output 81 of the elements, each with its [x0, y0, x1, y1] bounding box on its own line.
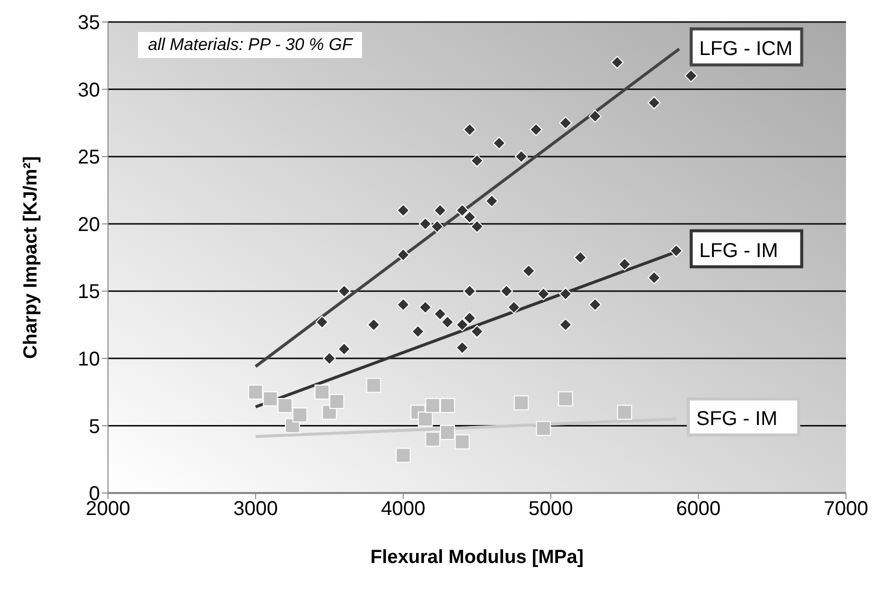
y-tick-label: 35	[78, 12, 100, 34]
point	[514, 395, 529, 410]
point	[396, 298, 410, 312]
x-tick-label: 5000	[528, 498, 574, 520]
point	[470, 325, 484, 338]
point	[485, 194, 498, 208]
point	[530, 123, 543, 136]
point	[314, 384, 330, 400]
point	[470, 220, 484, 234]
series-label: SFG - IM	[696, 408, 778, 430]
y-tick-label: 10	[78, 348, 100, 371]
point	[514, 150, 528, 164]
point	[492, 136, 506, 150]
point	[463, 284, 476, 298]
point	[396, 204, 410, 217]
point	[670, 244, 683, 258]
point	[559, 287, 572, 300]
point	[536, 287, 550, 300]
point	[418, 217, 432, 230]
point	[617, 404, 632, 420]
point	[574, 251, 587, 264]
point	[329, 394, 344, 409]
point	[430, 220, 444, 234]
point	[454, 434, 470, 450]
point	[440, 316, 454, 329]
point	[440, 424, 455, 440]
point	[262, 391, 278, 406]
point	[338, 342, 351, 356]
point	[396, 448, 411, 463]
x-tick-label: 6000	[676, 498, 721, 520]
y-axis-title: Charpy Impact [KJ/m²]	[20, 156, 42, 359]
point	[648, 96, 661, 110]
point	[434, 308, 447, 321]
point	[396, 248, 410, 262]
point	[425, 432, 440, 447]
point	[618, 258, 632, 271]
series-label: LFG - IM	[699, 240, 778, 262]
point	[425, 398, 440, 414]
x-axis-title: Flexural Modulus [MPa]	[370, 547, 584, 568]
point	[338, 284, 351, 298]
point	[536, 420, 551, 436]
point	[684, 69, 698, 82]
x-tick-label: 7000	[824, 498, 868, 520]
point	[456, 341, 469, 354]
point	[434, 204, 447, 217]
x-tick-label: 3000	[233, 498, 278, 520]
point	[588, 298, 602, 312]
point	[463, 312, 476, 325]
y-tick-label: 5	[88, 416, 100, 438]
point	[440, 398, 455, 414]
point	[470, 154, 484, 168]
annotation: all Materials: PP - 30 % GF	[138, 32, 362, 58]
y-tick-label: 25	[78, 146, 100, 169]
point	[411, 325, 424, 338]
point	[456, 204, 469, 217]
point	[558, 391, 574, 406]
point	[559, 318, 572, 332]
point	[456, 318, 469, 332]
point	[248, 384, 264, 400]
point	[366, 378, 382, 393]
y-tick-label: 30	[78, 79, 100, 102]
point	[463, 210, 476, 224]
series-label: LFG - ICM	[699, 38, 793, 60]
point	[316, 316, 329, 329]
point	[367, 318, 380, 332]
point	[463, 123, 476, 136]
point	[278, 398, 293, 414]
y-tick-label: 15	[78, 281, 100, 304]
point	[588, 110, 602, 123]
point	[418, 300, 432, 314]
point	[507, 300, 520, 314]
x-tick-label: 4000	[380, 498, 426, 520]
point	[559, 116, 572, 130]
point	[418, 411, 433, 426]
point	[522, 264, 536, 278]
point	[648, 271, 661, 284]
point	[322, 352, 336, 365]
point	[292, 407, 308, 422]
point	[610, 56, 624, 69]
point	[500, 284, 514, 298]
y-tick-label: 20	[78, 214, 100, 236]
